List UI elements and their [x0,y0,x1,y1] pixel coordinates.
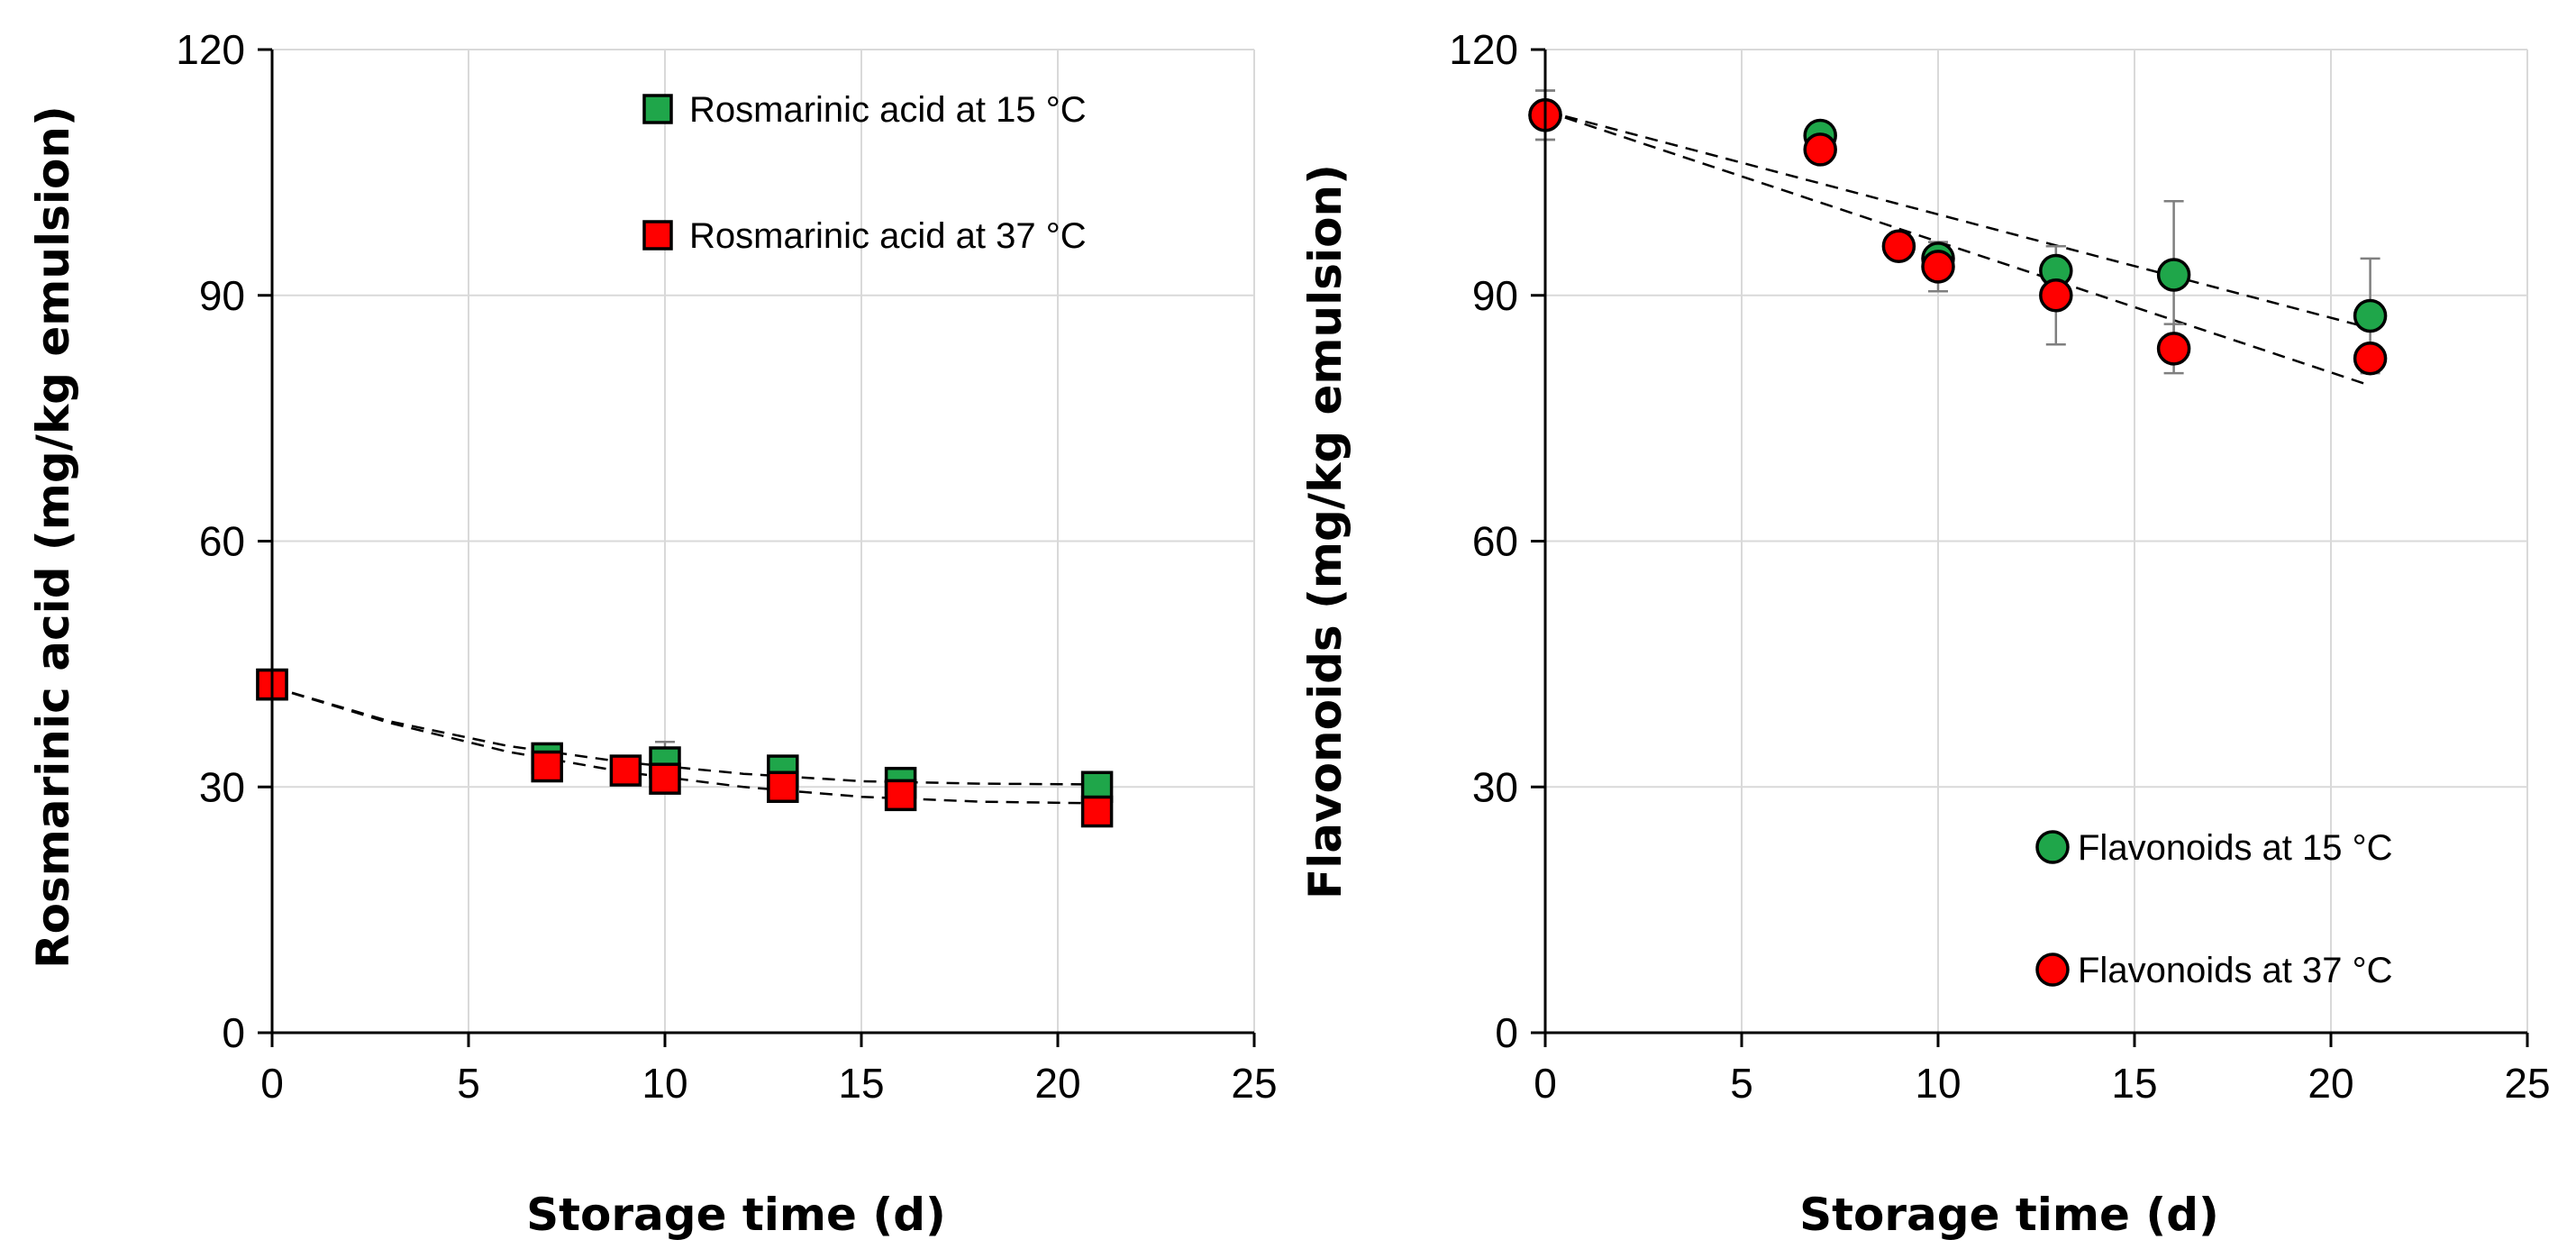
y-tick-label: 60 [199,518,245,565]
trend-lines [1544,109,2371,387]
tick-labels: 0 5 10 15 20 25 0 30 60 90 120 [1449,26,2550,1107]
x-tick-label: 25 [2504,1060,2550,1107]
data-point-37c [767,770,799,803]
grid [1545,49,2528,1033]
x-tick-label: 0 [1534,1060,1557,1107]
x-axis-label: Storage time (d) [526,1189,946,1241]
legend-label-15c: Flavonoids at 15 °C [2078,828,2393,868]
data-point-37c [2156,332,2191,366]
trend-lines [271,686,1097,805]
x-tick-label: 0 [260,1060,284,1107]
trend-line-37c [271,686,1097,805]
y-tick-label: 90 [1472,272,1518,319]
rosmarinic-acid-chart: 0 5 10 15 20 25 0 30 60 90 120 Storage time (d) Ro… [27,26,1278,1241]
trend-line-15c [1544,109,2371,330]
axes [1531,48,2529,1047]
y-tick-label: 120 [176,26,245,73]
legend-marker-15c [2035,830,2070,864]
data-point-15c [2353,298,2388,333]
data-point-37c [1080,795,1114,828]
data-point-37c [2039,278,2073,313]
x-tick-label: 10 [1915,1060,1961,1107]
y-tick-label: 120 [1449,26,1518,73]
y-axis-label: Rosmarinic acid (mg/kg emulsion) [27,105,79,969]
data-point-37c [1881,229,1916,263]
data-point-37c [2353,342,2388,376]
y-tick-label: 30 [199,763,245,810]
x-tick-label: 20 [1034,1060,1080,1107]
legend-label-15c: Rosmarinic acid at 15 °C [689,90,1087,130]
data-point-37c [649,762,681,795]
data-point-37c [531,750,563,783]
y-tick-label: 30 [1472,763,1518,810]
trend-line-37c [1544,110,2371,387]
legend-label-37c: Rosmarinic acid at 37 °C [689,216,1087,256]
data-point-37c [609,754,642,787]
legend-marker-15c [642,94,673,124]
y-axis-label: Flavonoids (mg/kg emulsion) [1299,164,1352,899]
x-tick-label: 5 [1730,1060,1753,1107]
y-tick-label: 0 [1495,1009,1518,1056]
x-tick-label: 5 [457,1060,480,1107]
x-tick-label: 15 [2111,1060,2157,1107]
axes [258,48,1256,1047]
grid [272,49,1255,1033]
x-axis-label: Storage time (d) [1799,1189,2219,1241]
data-point-37c [1921,250,1955,284]
data-point-37c [884,779,917,812]
x-tick-label: 20 [2307,1060,2353,1107]
x-tick-label: 15 [838,1060,884,1107]
tick-labels: 0 5 10 15 20 25 0 30 60 90 120 [176,26,1277,1107]
legend: Rosmarinic acid at 15 °C Rosmarinic acid… [642,90,1087,256]
error-bars [1535,89,2380,375]
y-tick-label: 90 [199,272,245,319]
trend-line-15c [271,686,1097,786]
data-point-37c [1803,132,1837,167]
y-tick-label: 60 [1472,518,1518,565]
flavonoids-chart: 0 5 10 15 20 25 0 30 60 90 120 Storage time (d) Fl… [1299,26,2551,1241]
data-points [1528,97,2388,376]
data-point-15c [2156,258,2191,292]
legend: Flavonoids at 15 °C Flavonoids at 37 °C [2035,828,2393,990]
legend-marker-37c [2035,953,2070,987]
legend-label-37c: Flavonoids at 37 °C [2078,951,2393,990]
legend-marker-37c [642,220,673,251]
data-points [256,668,1114,828]
y-tick-label: 0 [222,1009,245,1056]
x-tick-label: 10 [642,1060,687,1107]
x-tick-label: 25 [1231,1060,1277,1107]
